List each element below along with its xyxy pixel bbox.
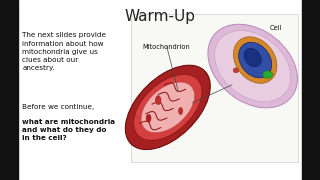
Text: what are mitochondria
and what do they do
in the cell?: what are mitochondria and what do they d… [22,119,116,141]
Bar [131,14,298,162]
Ellipse shape [146,114,151,122]
Text: Cell: Cell [270,25,282,31]
Bar [18,0,302,180]
Ellipse shape [263,71,273,78]
Ellipse shape [244,48,261,67]
Ellipse shape [179,107,183,114]
Ellipse shape [239,42,272,78]
Ellipse shape [208,24,297,108]
Ellipse shape [233,37,277,83]
Text: Mitochondrion: Mitochondrion [143,44,191,50]
Bar [0,0,18,180]
Ellipse shape [233,68,239,73]
Ellipse shape [156,96,161,105]
Text: The next slides provide
information about how
mitochondria give us
clues about o: The next slides provide information abou… [22,32,106,71]
Text: Before we continue,: Before we continue, [22,104,95,110]
Ellipse shape [134,75,202,140]
Ellipse shape [141,82,195,133]
Bar [302,0,320,180]
Text: Warm-Up: Warm-Up [124,9,196,24]
Ellipse shape [125,65,210,150]
Ellipse shape [215,31,291,102]
